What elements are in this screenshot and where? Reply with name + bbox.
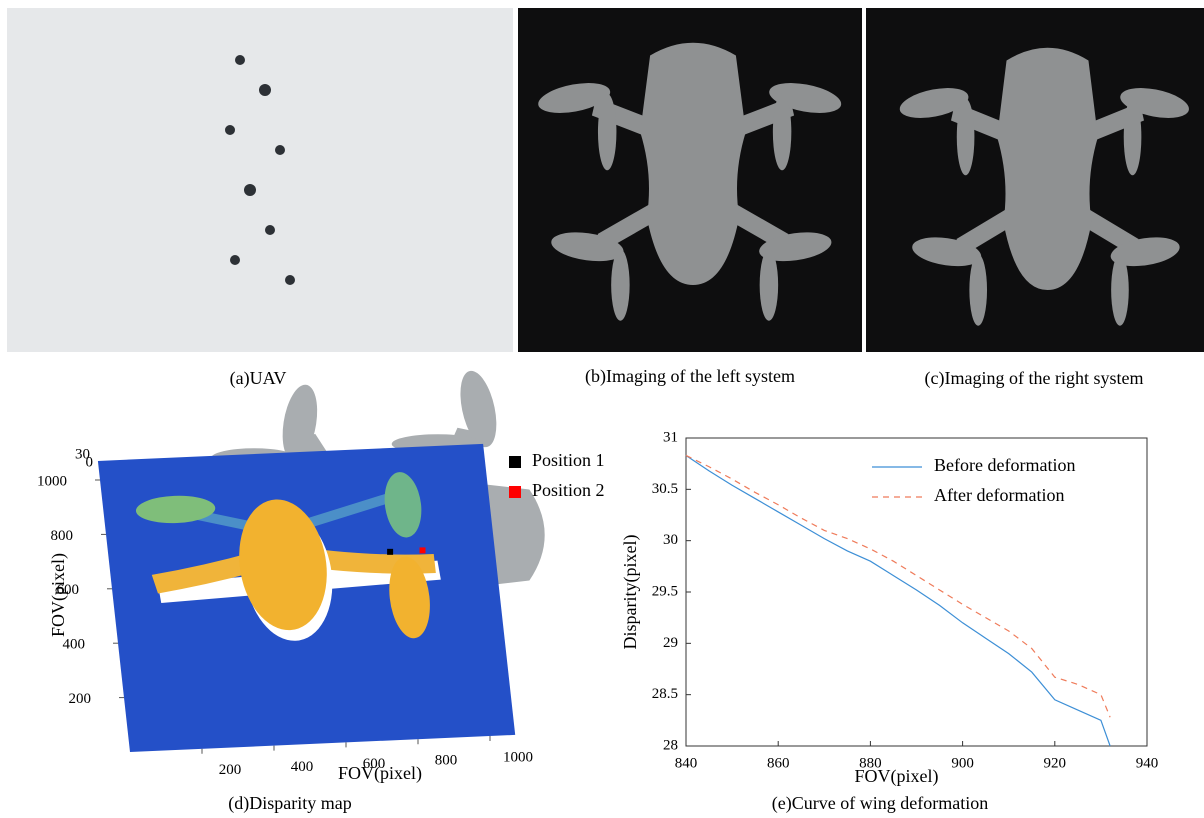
y-tick-label: 29	[663, 635, 678, 651]
y-tick-label: 1000	[37, 473, 67, 489]
caption: (b)Imaging of the left system	[585, 366, 795, 387]
x-axis-label: FOV(pixel)	[855, 766, 939, 787]
z-tick-label: 30	[75, 446, 90, 462]
legend-swatch	[509, 456, 521, 468]
x-tick-label: 800	[435, 753, 458, 769]
legend-label: Before deformation	[934, 455, 1075, 475]
y-tick-label: 800	[51, 528, 74, 544]
y-tick-label: 30.5	[652, 481, 678, 497]
legend-label: Position 2	[532, 480, 605, 500]
y-tick-label: 28	[663, 737, 678, 753]
y-axis-label: FOV(pixel)	[48, 553, 69, 637]
caption: (d)Disparity map	[228, 793, 351, 814]
x-tick-label: 900	[951, 755, 974, 771]
y-tick-label: 28.5	[652, 686, 678, 702]
x-tick-label: 200	[219, 762, 242, 778]
y-tick-label: 29.5	[652, 583, 678, 599]
position-marker	[387, 549, 393, 555]
legend-label: After deformation	[934, 485, 1064, 505]
caption: (e)Curve of wing deformation	[772, 793, 988, 814]
x-tick-label: 400	[291, 759, 314, 775]
y-tick-label: 30	[663, 532, 678, 548]
y-tick-label: 400	[63, 637, 86, 653]
page: {"captions": ["(a)UAV", "(b)Imaging of t…	[0, 0, 1204, 818]
legend-label: Position 1	[532, 450, 605, 470]
y-tick-label: 200	[69, 691, 92, 707]
x-tick-label: 860	[767, 755, 790, 771]
x-tick-label: 1000	[503, 749, 533, 765]
figure: (a)UAV (b)Imaging of the left system (c)…	[0, 0, 1204, 818]
position-marker	[420, 547, 426, 553]
caption: (c)Imaging of the right system	[925, 368, 1144, 389]
x-tick-label: 840	[675, 755, 698, 771]
photo-left	[518, 8, 862, 352]
photo-right	[866, 8, 1204, 352]
y-tick-label: 31	[663, 429, 678, 445]
x-tick-label: 920	[1044, 755, 1067, 771]
x-tick-label: 940	[1136, 755, 1159, 771]
y-axis-label: Disparity(pixel)	[620, 535, 641, 650]
legend-swatch	[509, 486, 521, 498]
x-axis-label: FOV(pixel)	[338, 763, 422, 784]
caption: (a)UAV	[230, 368, 287, 389]
plot-frame	[686, 438, 1147, 746]
